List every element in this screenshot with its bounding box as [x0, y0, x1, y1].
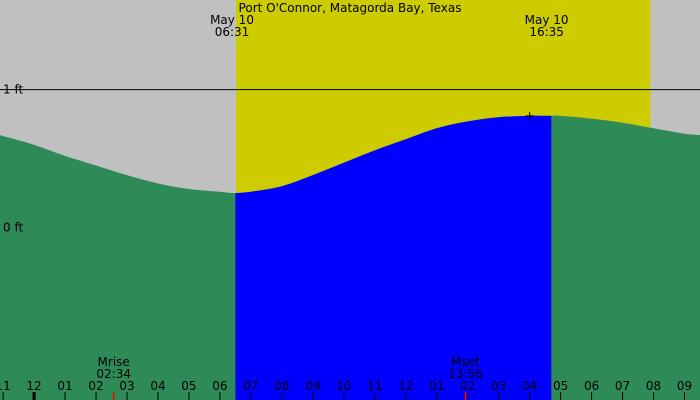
sunrise-time: 06:31 [215, 25, 250, 39]
sunrise-date: May 10 [210, 13, 254, 27]
x-tick-label: 05 [181, 379, 196, 393]
x-tick-label: 10 [336, 379, 351, 393]
chart-title: Port O'Connor, Matagorda Bay, Texas [239, 1, 462, 15]
x-tick-label: 11 [0, 379, 11, 393]
tide-area-highlight [235, 115, 552, 400]
y-label: 1 ft [3, 83, 23, 97]
x-tick-label: 08 [646, 379, 661, 393]
x-tick-label: 02 [88, 379, 103, 393]
x-axis: 11 12 01 02 03 04 05 06 07 08 09 10 11 12 01 02 03 04 05 06… [0, 379, 692, 400]
x-tick-label: 02 [460, 379, 475, 393]
x-tick-label: 09 [305, 379, 320, 393]
sunset-date: May 10 [525, 13, 569, 27]
x-tick-label: 06 [584, 379, 599, 393]
midnight-tick [32, 392, 36, 400]
y-axis-labels: 1 ft 0 ft [3, 83, 23, 235]
x-tick-label: 05 [553, 379, 568, 393]
high-tide-marker [525, 111, 534, 120]
sunset-time: 16:35 [529, 25, 564, 39]
x-tick-label: 12 [26, 379, 41, 393]
moonset-time: 13:56 [448, 367, 483, 381]
x-tick-label: 01 [429, 379, 444, 393]
x-tick-label: 12 [398, 379, 413, 393]
moonrise-label: Mrise [98, 355, 130, 369]
x-tick-label: 09 [677, 379, 692, 393]
x-tick-label: 01 [57, 379, 72, 393]
x-tick-label: 07 [615, 379, 630, 393]
x-tick-label: 03 [119, 379, 134, 393]
x-tick-label: 08 [274, 379, 289, 393]
x-tick-label: 04 [150, 379, 165, 393]
x-tick-label: 07 [243, 379, 258, 393]
moonset-label: Mset [451, 355, 480, 369]
y-label: 0 ft [3, 221, 23, 235]
moonrise-time: 02:34 [96, 367, 131, 381]
x-tick-label: 06 [212, 379, 227, 393]
x-tick-label: 03 [491, 379, 506, 393]
x-tick-label: 04 [522, 379, 537, 393]
x-tick-label: 11 [367, 379, 382, 393]
